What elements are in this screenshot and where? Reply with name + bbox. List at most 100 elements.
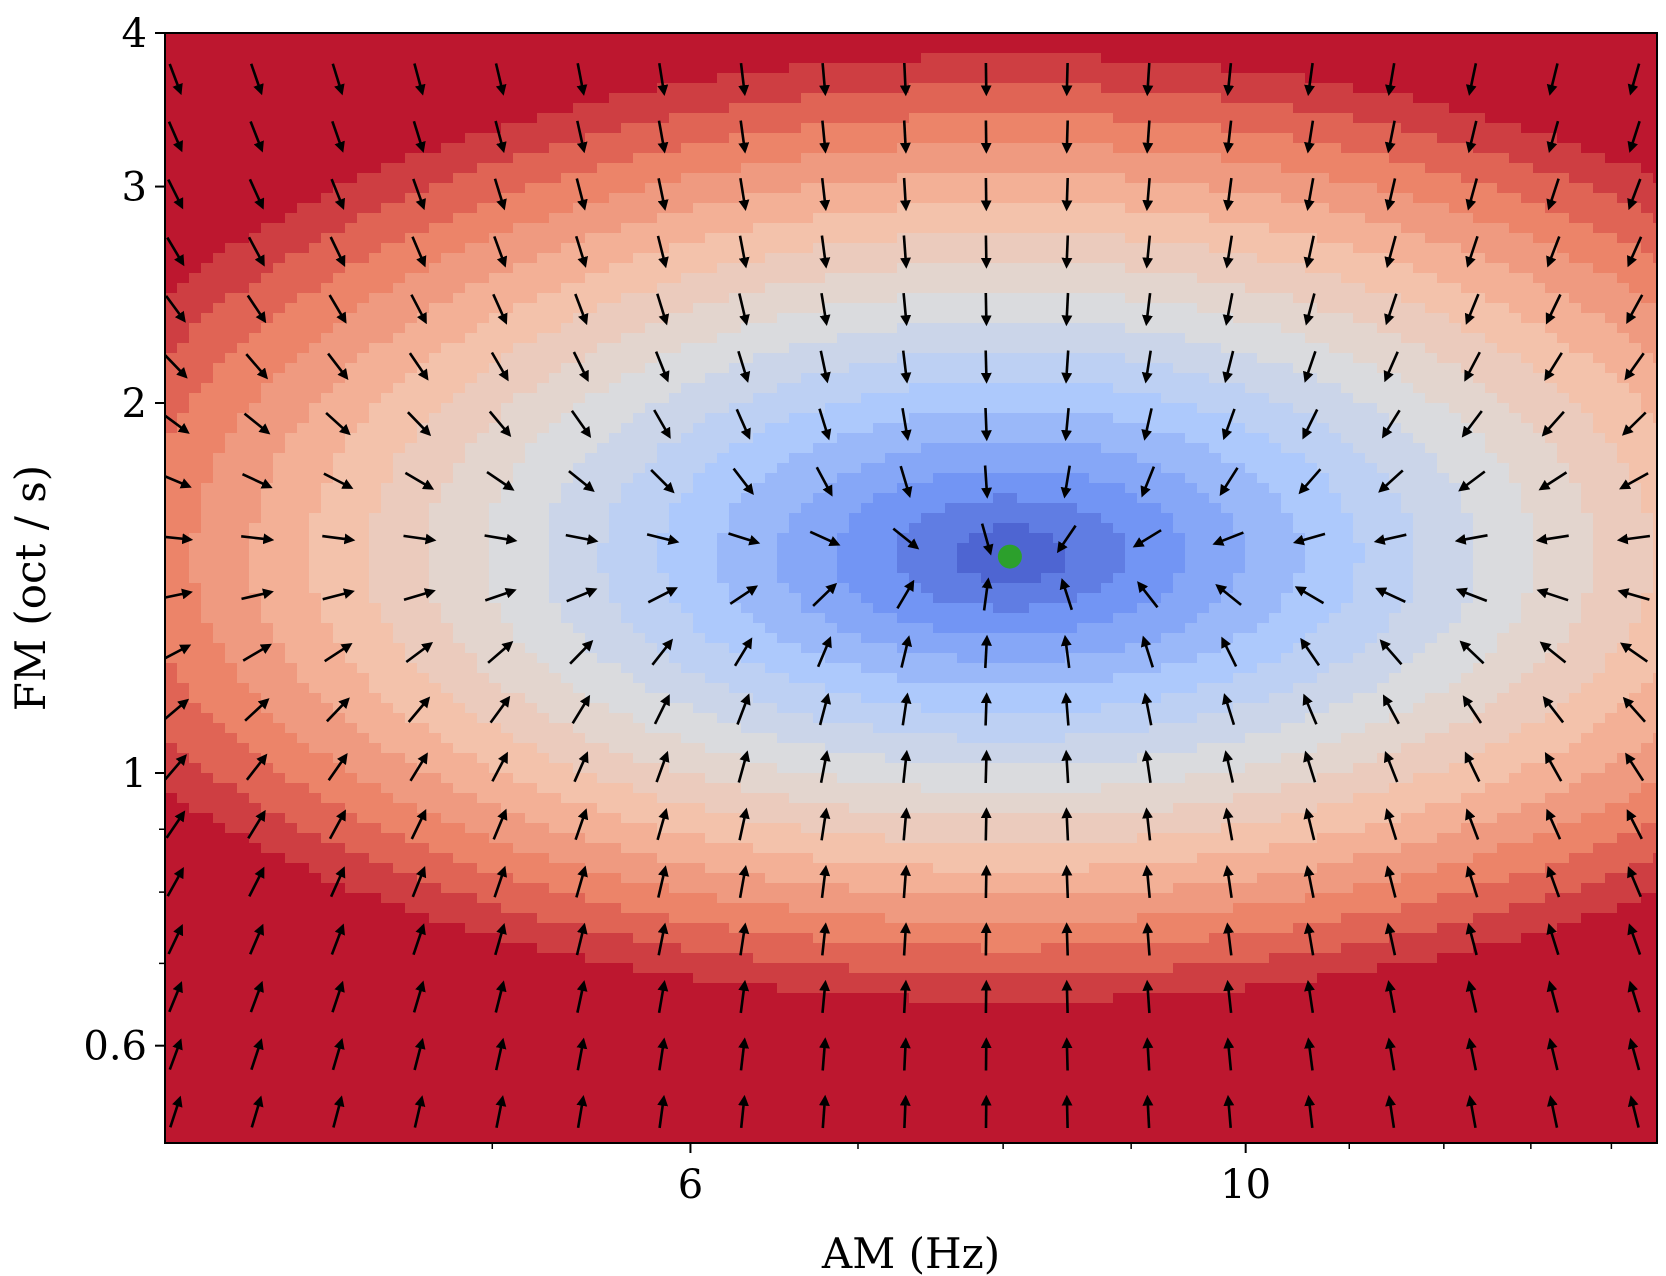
heatmap-cell [1065,363,1078,374]
heatmap-cell [1581,123,1594,134]
heatmap-cell [381,393,394,404]
heatmap-cell [1053,393,1066,404]
heatmap-cell [453,63,466,74]
heatmap-cell [1461,43,1474,54]
heatmap-cell [501,63,514,74]
heatmap-cell [849,113,862,124]
heatmap-cell [357,223,370,234]
heatmap-cell [1521,163,1534,174]
heatmap-cell [1365,203,1378,214]
heatmap-cell [1473,273,1486,284]
heatmap-cell [1029,43,1042,54]
heatmap-cell [681,373,694,384]
heatmap-cell [693,303,706,314]
heatmap-cell [477,83,490,94]
heatmap-cell [1401,153,1414,164]
heatmap-cell [1605,173,1618,184]
heatmap-cell [213,363,226,374]
heatmap-cell [969,293,982,304]
heatmap-cell [993,153,1006,164]
heatmap-cell [1317,93,1330,104]
heatmap-cell [1173,333,1186,344]
heatmap-cell [909,53,922,64]
heatmap-cell [417,333,430,344]
heatmap-cell [609,263,622,274]
heatmap-cell [393,163,406,174]
heatmap-cell [1509,333,1522,344]
heatmap-cell [1017,123,1030,134]
heatmap-cell [693,293,706,304]
heatmap-cell [273,363,286,374]
heatmap-cell [237,403,250,414]
heatmap-cell [1641,93,1654,104]
heatmap-cell [381,143,394,154]
heatmap-cell [1257,303,1270,314]
heatmap-cell [993,233,1006,244]
heatmap-cell [321,423,334,434]
heatmap-cell [1017,133,1030,144]
heatmap-cell [609,193,622,204]
heatmap-cell [681,93,694,104]
heatmap-cell [657,323,670,334]
heatmap-cell [369,133,382,144]
heatmap-cell [1137,183,1150,194]
heatmap-cell [1629,123,1642,134]
heatmap-cell [417,73,430,84]
heatmap-cell [177,303,190,314]
heatmap-cell [1137,293,1150,304]
heatmap-cell [1617,363,1630,374]
heatmap-cell [201,363,214,374]
heatmap-cell [393,153,406,164]
heatmap-cell [1137,303,1150,314]
heatmap-cell [501,263,514,274]
heatmap-cell [897,133,910,144]
heatmap-cell [873,333,886,344]
heatmap-cell [1305,93,1318,104]
heatmap-cell [1557,223,1570,234]
heatmap-cell [645,153,658,164]
heatmap-cell [681,233,694,244]
heatmap-cell [213,183,226,194]
heatmap-cell [225,373,238,384]
heatmap-cell [429,413,442,424]
heatmap-cell [609,273,622,284]
heatmap-cell [1497,43,1510,54]
heatmap-cell [321,73,334,84]
heatmap-cell [1041,323,1054,334]
heatmap-cell [513,223,526,234]
heatmap-cell [1149,313,1162,324]
heatmap-cell [201,353,214,364]
heatmap-cell [1629,293,1642,304]
heatmap-cell [753,363,766,374]
heatmap-cell [585,333,598,344]
heatmap-cell [1269,113,1282,124]
heatmap-cell [669,53,682,64]
heatmap-cell [1257,153,1270,164]
heatmap-cell [189,283,202,294]
heatmap-cell [1437,33,1450,44]
heatmap-cell [609,253,622,264]
heatmap-cell [1161,113,1174,124]
heatmap-cell [1485,413,1498,424]
heatmap-cell [753,393,766,404]
heatmap-cell [1149,413,1162,424]
heatmap-cell [645,333,658,344]
heatmap-cell [597,113,610,124]
heatmap-cell [333,403,346,414]
heatmap-cell [1125,263,1138,274]
heatmap-cell [1545,233,1558,244]
heatmap-cell [813,223,826,234]
heatmap-cell [765,133,778,144]
heatmap-cell [825,163,838,174]
heatmap-cell [897,303,910,314]
heatmap-cell [1617,303,1630,314]
heatmap-cell [1197,423,1210,434]
heatmap-cell [297,403,310,414]
heatmap-cell [657,333,670,344]
heatmap-cell [729,263,742,274]
heatmap-cell [201,83,214,94]
heatmap-cell [1101,283,1114,294]
heatmap-cell [417,403,430,414]
heatmap-cell [1269,143,1282,154]
heatmap-cell [681,283,694,294]
